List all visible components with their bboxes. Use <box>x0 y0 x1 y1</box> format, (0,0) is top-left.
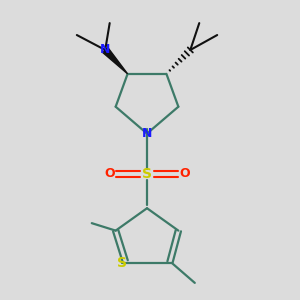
Polygon shape <box>103 47 128 74</box>
Text: O: O <box>179 167 190 180</box>
Text: N: N <box>100 44 110 56</box>
Text: S: S <box>117 256 127 271</box>
Text: S: S <box>142 167 152 181</box>
Text: N: N <box>142 127 152 140</box>
Text: O: O <box>104 167 115 180</box>
